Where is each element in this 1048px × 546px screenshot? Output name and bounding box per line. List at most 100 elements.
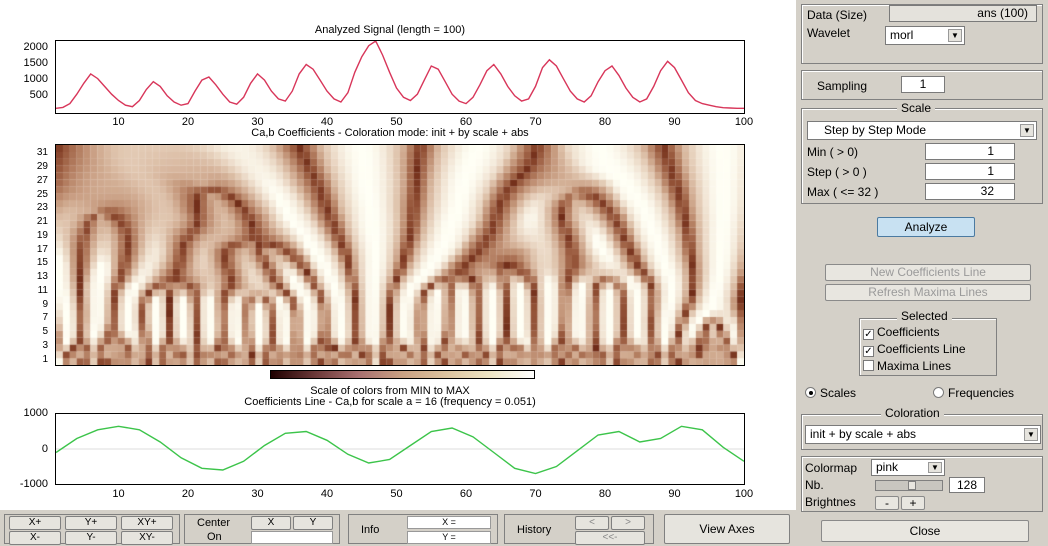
sampling-frame (801, 70, 1043, 100)
close-button[interactable]: Close (821, 520, 1029, 542)
coefficients-line-checkbox-label: Coefficients Line (877, 342, 966, 356)
sampling-field[interactable]: 1 (901, 76, 945, 93)
step-field[interactable]: 1 (925, 163, 1015, 180)
figure-area: Analyzed Signal (length = 100) 2000 1500… (0, 0, 796, 510)
coef-y-tick-label: 15 (36, 257, 48, 269)
data-label: Data (Size) (807, 8, 868, 22)
control-panel: Data (Size) ans (100) Wavelet morl ▼ Sam… (797, 0, 1048, 546)
center-group: Center On X Y (184, 514, 340, 544)
x-tick-label: 80 (598, 488, 612, 500)
brightness-label: Brightnes (805, 495, 856, 509)
x-tick-label: 40 (320, 116, 334, 128)
sampling-label: Sampling (817, 79, 868, 93)
max-field[interactable]: 32 (925, 183, 1015, 200)
x-tick-label: 30 (251, 488, 264, 500)
coef-line-axes[interactable] (55, 413, 745, 485)
nb-slider-thumb[interactable] (908, 481, 916, 490)
chevron-down-icon: ▼ (1024, 428, 1038, 441)
view-axes-button[interactable]: View Axes (664, 514, 790, 544)
coef-line-plot (56, 425, 744, 475)
x-tick-label: 60 (459, 116, 473, 128)
scales-radio[interactable]: Scales (805, 386, 856, 400)
min-field[interactable]: 1 (925, 143, 1015, 160)
coef-y-tick-label: 17 (36, 243, 48, 255)
brightness-plus-button[interactable]: + (901, 496, 925, 510)
history-forward-button[interactable]: > (611, 516, 645, 530)
history-first-button[interactable]: <<- (575, 531, 645, 545)
scale-mode-value: Step by Step Mode (824, 123, 927, 137)
maxima-lines-checkbox[interactable]: Maxima Lines (863, 359, 951, 373)
info-group: Info X = Y = (348, 514, 498, 544)
brightness-minus-button[interactable]: - (875, 496, 899, 510)
zoom-y-minus-button[interactable]: Y- (65, 531, 117, 545)
zoom-xy-minus-button[interactable]: XY- (121, 531, 173, 545)
x-tick-label: 10 (112, 116, 125, 128)
wavelet-label: Wavelet (807, 26, 850, 40)
signal-ytick: 1500 (23, 57, 48, 69)
coef-line (56, 425, 744, 475)
new-coefficients-line-button[interactable]: New Coefficients Line (825, 264, 1031, 281)
coloration-legend: Coloration (881, 406, 944, 420)
x-tick-label: 20 (181, 488, 195, 500)
coef-y-tick-label: 29 (36, 161, 48, 173)
center-x-button[interactable]: X (251, 516, 291, 530)
zoom-y-plus-button[interactable]: Y+ (65, 516, 117, 530)
info-y-field: Y = (407, 531, 491, 544)
signal-ytick: 2000 (23, 41, 48, 53)
zoom-x-minus-button[interactable]: X- (9, 531, 61, 545)
signal-axes[interactable] (55, 40, 745, 114)
frequencies-radio[interactable]: Frequencies (933, 386, 1014, 400)
coefficients-checkbox[interactable]: ✓ Coefficients (863, 325, 939, 340)
coef-y-tick-label: 23 (36, 202, 48, 214)
chevron-down-icon: ▼ (948, 29, 962, 42)
center-label: Center (197, 517, 231, 529)
colormap-value: pink (876, 460, 899, 474)
coef-y-tick-label: 11 (37, 284, 48, 296)
coef-y-tick-label: 5 (42, 326, 48, 338)
center-on-label: On (207, 531, 222, 543)
history-group: History < > <<- (504, 514, 654, 545)
scale-legend: Scale (897, 101, 936, 115)
coef-title: Ca,b Coefficients - Coloration mode: ini… (251, 127, 529, 139)
checkbox-checked-icon: ✓ (863, 346, 874, 357)
info-x-field: X = (407, 516, 491, 529)
data-frame (801, 4, 1043, 64)
line-ytick: 1000 (23, 407, 48, 419)
nb-field[interactable]: 128 (949, 477, 985, 493)
signal-title: Analyzed Signal (length = 100) (314, 24, 466, 36)
coef-heatmap (56, 145, 744, 365)
chevron-down-icon: ▼ (928, 462, 942, 473)
radio-selected-icon (805, 387, 816, 398)
zoom-xy-plus-button[interactable]: XY+ (121, 516, 173, 530)
analyze-button[interactable]: Analyze (877, 217, 975, 237)
coef-line-title: Coefficients Line - Ca,b for scale a = 1… (244, 396, 536, 408)
x-tick-label: 50 (390, 488, 403, 500)
x-tick-label: 100 (734, 116, 754, 128)
coef-axes[interactable] (55, 144, 745, 366)
maxima-lines-checkbox-label: Maxima Lines (877, 359, 952, 373)
coefficients-checkbox-label: Coefficients (877, 325, 940, 339)
line-ytick: 0 (41, 443, 48, 455)
x-tick-label: 40 (320, 488, 334, 500)
coloration-select[interactable]: init + by scale + abs ▼ (805, 425, 1041, 444)
coefficients-line-checkbox[interactable]: ✓ Coefficients Line (863, 342, 966, 357)
signal-ytick: 1000 (23, 73, 48, 85)
checkbox-checked-icon: ✓ (863, 329, 874, 340)
x-tick-label: 20 (181, 116, 195, 128)
colormap-select[interactable]: pink ▼ (871, 459, 945, 476)
zoom-x-plus-button[interactable]: X+ (9, 516, 61, 530)
x-tick-label: 100 (734, 488, 754, 500)
colormap-label: Colormap (805, 461, 858, 475)
center-y-button[interactable]: Y (293, 516, 333, 530)
coloration-value: init + by scale + abs (810, 427, 917, 441)
scale-mode-select[interactable]: Step by Step Mode ▼ (807, 121, 1037, 140)
frequencies-radio-label: Frequencies (948, 386, 1015, 400)
x-tick-label: 30 (251, 116, 264, 128)
history-back-button[interactable]: < (575, 516, 609, 530)
wavelet-select[interactable]: morl ▼ (885, 26, 965, 45)
coef-y-tick-label: 27 (36, 174, 48, 186)
nb-slider[interactable] (875, 480, 943, 491)
coef-y-tick-label: 25 (36, 188, 48, 200)
zoom-group: X+ Y+ XY+ X- Y- XY- (4, 514, 180, 545)
refresh-maxima-lines-button[interactable]: Refresh Maxima Lines (825, 284, 1031, 301)
